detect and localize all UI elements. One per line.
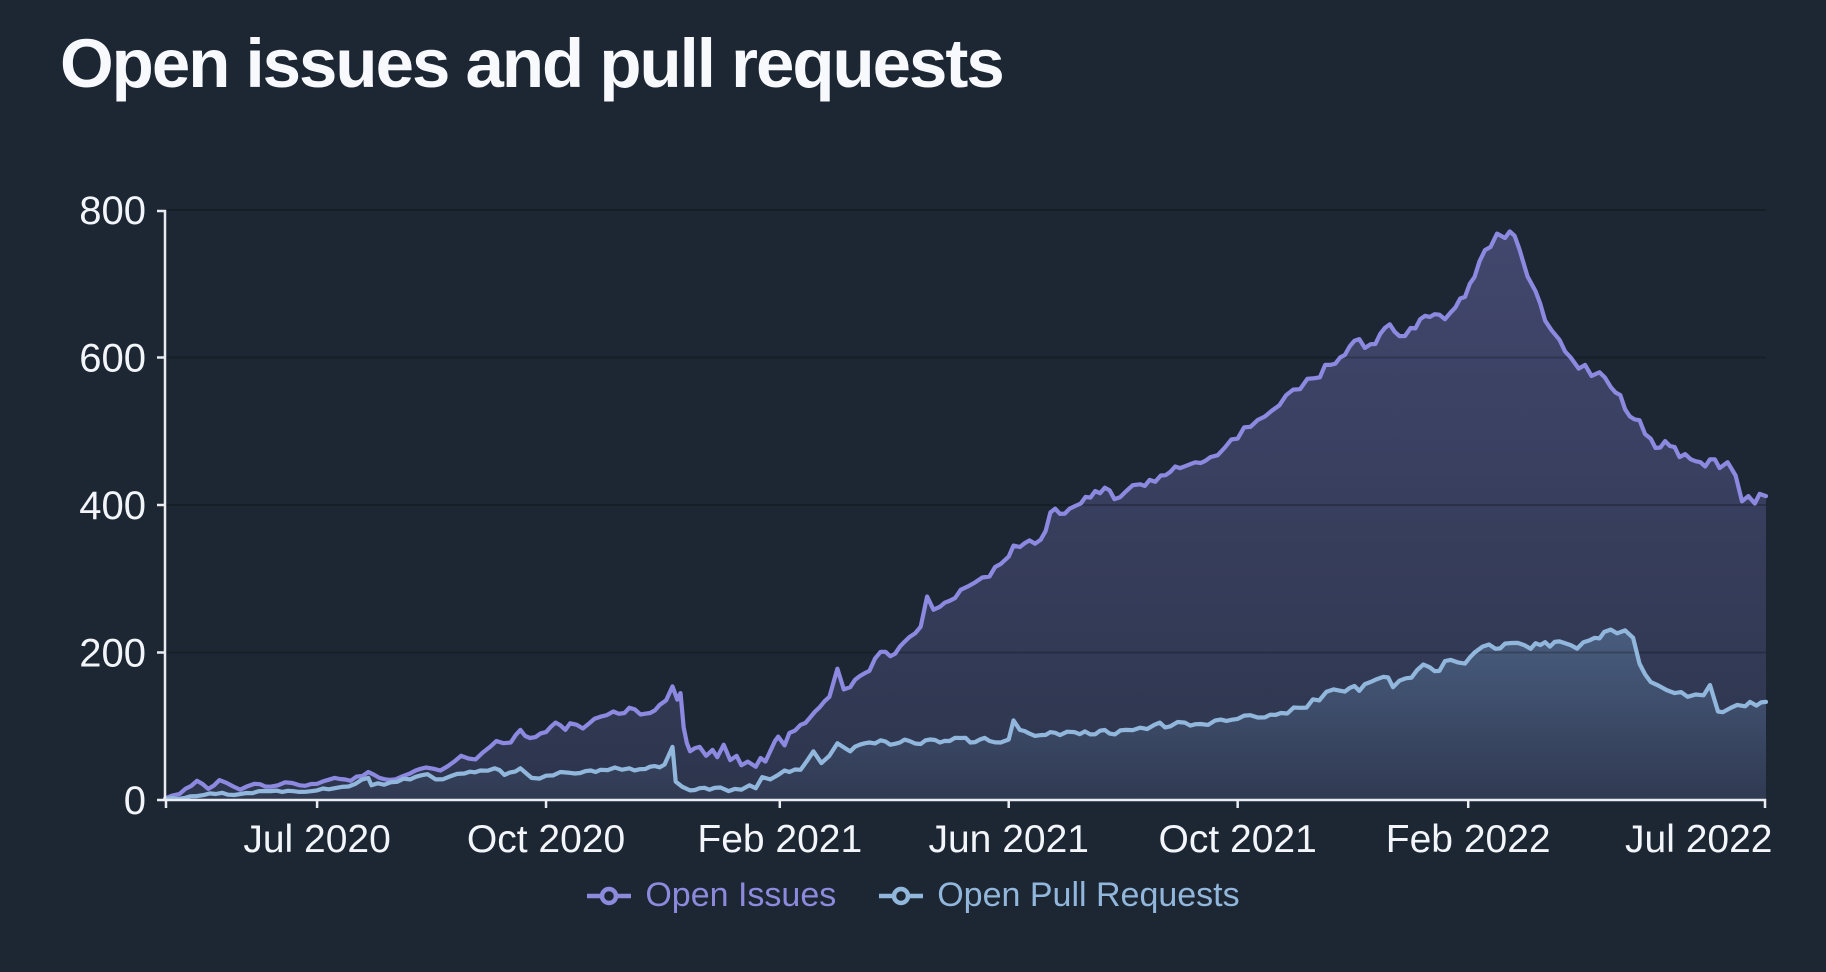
x-tick-label: Oct 2021 [1159, 818, 1317, 861]
x-axis-line [164, 798, 1767, 808]
x-tick-label: Feb 2021 [697, 818, 862, 861]
legend-label: Open Issues [645, 876, 837, 914]
x-tick-label: Jun 2021 [928, 818, 1088, 861]
series-area-open-issues [165, 231, 1766, 800]
y-tick-label-600: 600 [79, 337, 146, 381]
x-tick-label: Oct 2020 [467, 818, 625, 861]
y-tick-label-800: 800 [79, 189, 146, 233]
y-tick-label-0: 0 [124, 779, 146, 823]
x-tick-label: Jul 2020 [243, 818, 390, 861]
y-tick-label-200: 200 [79, 632, 146, 676]
legend-item-open-pull-requests[interactable]: Open Pull Requests [878, 876, 1240, 915]
x-tick-label: Jul 2022 [1625, 818, 1772, 861]
x-tick-label: Feb 2022 [1386, 818, 1551, 861]
legend-label: Open Pull Requests [937, 876, 1240, 914]
legend-marker-icon [587, 886, 632, 905]
legend-marker-icon [879, 886, 924, 905]
chart-legend: Open Issues Open Pull Requests [0, 876, 1826, 915]
page-title: Open issues and pull requests [60, 25, 1005, 102]
series-line-open-issues [162, 229, 1769, 801]
series-area-open-pull-requests [165, 629, 1766, 800]
series-line-open-pull-requests [162, 627, 1769, 802]
y-tick-label-400: 400 [79, 484, 146, 528]
legend-item-open-issues[interactable]: Open Issues [586, 876, 836, 915]
